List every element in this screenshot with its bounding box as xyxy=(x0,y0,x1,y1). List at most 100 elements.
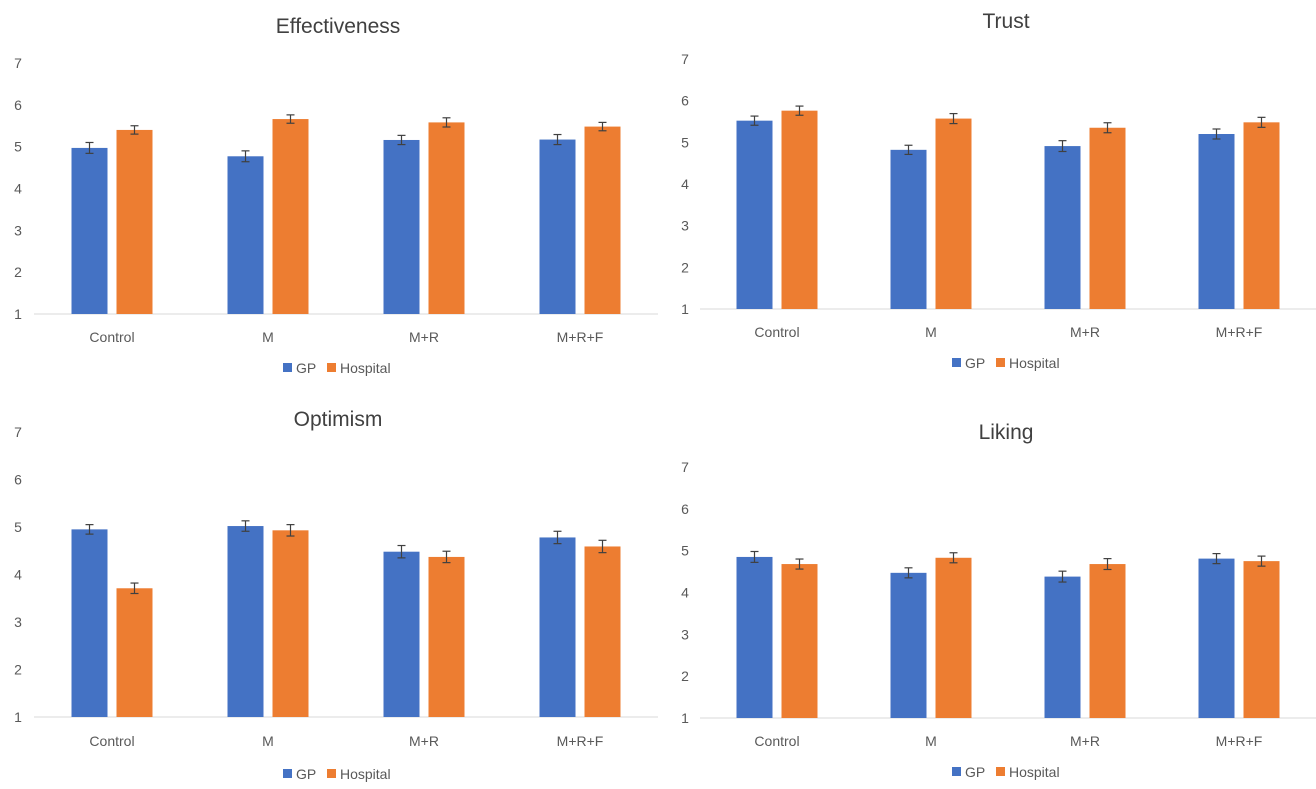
y-tick-label: 7 xyxy=(14,424,22,440)
bar-gp xyxy=(383,551,420,717)
x-category-label: Control xyxy=(89,733,134,749)
bar-hospital xyxy=(1089,127,1126,309)
bar-gp xyxy=(227,526,264,717)
y-tick-label: 5 xyxy=(681,543,689,559)
y-tick-label: 3 xyxy=(681,626,689,642)
x-category-label: M xyxy=(262,733,274,749)
bar-gp xyxy=(1044,576,1081,718)
legend-label: Hospital xyxy=(340,766,391,782)
bar-hospital xyxy=(935,557,972,718)
x-category-label: M+R+F xyxy=(1216,733,1263,749)
bar-gp xyxy=(890,149,927,309)
legend-swatch-hospital xyxy=(327,769,336,778)
y-tick-label: 1 xyxy=(681,710,689,726)
bar-gp xyxy=(539,537,576,717)
y-tick-label: 5 xyxy=(14,519,22,535)
bar-gp xyxy=(1198,558,1235,718)
y-tick-label: 4 xyxy=(14,567,22,583)
x-category-label: Control xyxy=(754,733,799,749)
chart-panel: Effectiveness 1 2 3 4 5 6 7 Control M M+R M+R+F GP Ho… xyxy=(14,15,658,376)
bar-gp xyxy=(736,120,773,310)
chart-panel: Optimism 1 2 3 4 5 6 7 Control M M+R M+R+F GP Hospita… xyxy=(14,408,658,782)
y-tick-label: 1 xyxy=(14,306,22,322)
legend-label: Hospital xyxy=(1009,355,1060,371)
chart-title: Optimism xyxy=(294,408,383,431)
chart-title: Liking xyxy=(979,421,1034,444)
y-tick-label: 5 xyxy=(14,139,22,155)
y-tick-label: 6 xyxy=(681,501,689,517)
x-category-label: M+R+F xyxy=(1216,324,1263,340)
legend-swatch-hospital xyxy=(996,358,1005,367)
bar-gp xyxy=(227,156,264,314)
x-category-label: M xyxy=(262,329,274,345)
y-tick-label: 2 xyxy=(681,668,689,684)
y-tick-label: 6 xyxy=(14,472,22,488)
x-category-label: M+R+F xyxy=(557,733,604,749)
legend-label: GP xyxy=(296,360,316,376)
bar-gp xyxy=(383,139,420,314)
bar-hospital xyxy=(428,122,465,314)
y-tick-label: 6 xyxy=(14,97,22,113)
chart-panel: Trust 1 2 3 4 5 6 7 Control M M+R M+R+F GP Hospital xyxy=(681,10,1316,371)
x-category-label: M+R+F xyxy=(557,329,604,345)
x-category-label: M+R xyxy=(1070,324,1100,340)
x-category-label: Control xyxy=(89,329,134,345)
bar-gp xyxy=(1198,134,1235,309)
bar-hospital xyxy=(428,556,465,717)
y-tick-label: 4 xyxy=(681,585,689,601)
x-category-label: M+R xyxy=(409,733,439,749)
legend-label: Hospital xyxy=(340,360,391,376)
y-tick-label: 4 xyxy=(14,181,22,197)
y-tick-label: 1 xyxy=(681,301,689,317)
legend-swatch-hospital xyxy=(996,767,1005,776)
y-tick-label: 2 xyxy=(14,264,22,280)
x-category-label: M xyxy=(925,733,937,749)
bar-hospital xyxy=(1243,122,1280,309)
bar-hospital xyxy=(781,110,818,310)
x-category-label: M+R xyxy=(409,329,439,345)
y-tick-label: 1 xyxy=(14,709,22,725)
y-tick-label: 7 xyxy=(14,55,22,71)
bar-gp xyxy=(1044,146,1081,309)
bar-hospital xyxy=(781,564,818,718)
y-tick-label: 2 xyxy=(681,259,689,275)
legend-swatch-gp xyxy=(283,769,292,778)
bar-gp xyxy=(539,139,576,314)
bar-gp xyxy=(890,572,927,718)
y-tick-label: 3 xyxy=(14,614,22,630)
bar-gp xyxy=(71,529,108,717)
legend-label: GP xyxy=(296,766,316,782)
bar-hospital xyxy=(272,119,309,314)
y-tick-label: 6 xyxy=(681,93,689,109)
y-tick-label: 5 xyxy=(681,134,689,150)
x-category-label: M+R xyxy=(1070,733,1100,749)
bar-hospital xyxy=(1243,561,1280,718)
bar-gp xyxy=(71,147,108,314)
chart-panel: Liking 1 2 3 4 5 6 7 Control M M+R M+R+F GP Hospital xyxy=(681,421,1316,780)
chart-title: Trust xyxy=(982,10,1029,33)
legend-label: GP xyxy=(965,764,985,780)
x-category-label: M xyxy=(925,324,937,340)
y-tick-label: 3 xyxy=(681,218,689,234)
bar-hospital xyxy=(935,118,972,309)
legend-swatch-gp xyxy=(952,358,961,367)
y-tick-label: 4 xyxy=(681,176,689,192)
legend-swatch-gp xyxy=(283,363,292,372)
legend-swatch-hospital xyxy=(327,363,336,372)
legend-swatch-gp xyxy=(952,767,961,776)
x-category-label: Control xyxy=(754,324,799,340)
y-tick-label: 7 xyxy=(681,51,689,67)
y-tick-label: 3 xyxy=(14,222,22,238)
y-tick-label: 2 xyxy=(14,662,22,678)
bar-hospital xyxy=(116,588,153,717)
bar-hospital xyxy=(1089,564,1126,718)
bar-hospital xyxy=(584,546,621,717)
bar-gp xyxy=(736,556,773,718)
chart-title: Effectiveness xyxy=(276,15,401,38)
legend-label: GP xyxy=(965,355,985,371)
bar-hospital xyxy=(116,129,153,314)
y-tick-label: 7 xyxy=(681,459,689,475)
legend-label: Hospital xyxy=(1009,764,1060,780)
bar-hospital xyxy=(272,530,309,717)
